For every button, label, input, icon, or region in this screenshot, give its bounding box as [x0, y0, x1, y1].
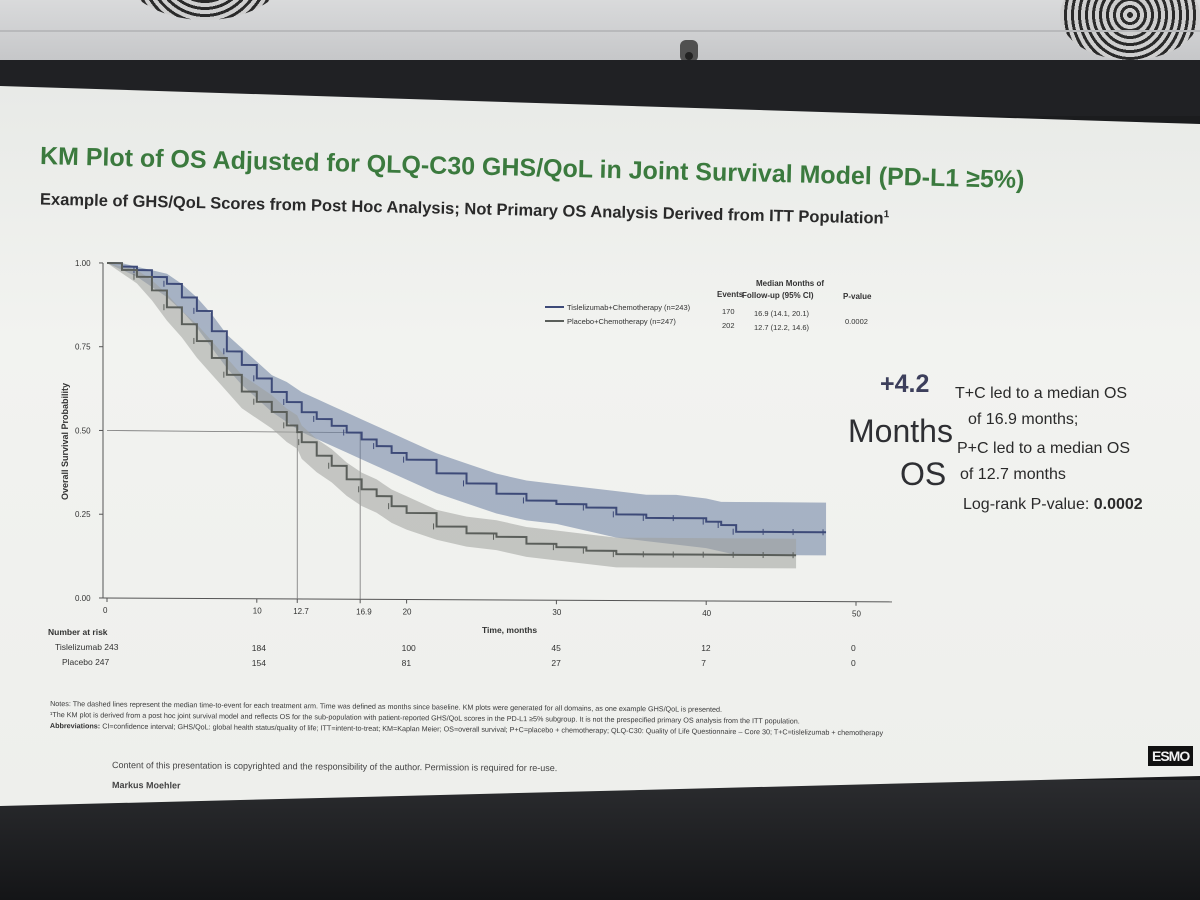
- legend-median-tislelizumab: 16.9 (14.1, 20.1): [754, 309, 810, 318]
- y-tick-label: 1.00: [75, 259, 91, 268]
- legend-head-events: Events: [717, 290, 744, 299]
- x-tick-label: 40: [702, 609, 711, 618]
- chart-legend: Median Months of Events Follow-up (95% C…: [545, 279, 872, 332]
- footer-author: Markus Moehler: [111, 780, 181, 791]
- risk-table: Number at risk Tislelizumab 243 Placebo …: [48, 383, 537, 667]
- x-tick-label: 20: [403, 607, 412, 616]
- legend-head-p: P-value: [843, 292, 872, 301]
- callout-pvalue-value: 0.0002: [1093, 496, 1143, 513]
- y-tick-label: 0.75: [75, 343, 91, 352]
- ci-band-tislelizumab: [107, 263, 827, 556]
- callout-os: OS: [900, 456, 947, 492]
- legend-pvalue: 0.0002: [845, 317, 868, 326]
- notes-abbr-label: Abbreviations:: [49, 720, 101, 731]
- y-tick-label: 0.50: [75, 426, 91, 435]
- callout-line2: of 16.9 months;: [968, 411, 1079, 428]
- callout-line3: P+C led to a median OS: [957, 440, 1130, 457]
- risk-row-label-placebo: Placebo 247: [62, 657, 110, 667]
- callout-pvalue: Log-rank P-value: 0.0002: [963, 496, 1143, 514]
- legend-label-placebo: Placebo+Chemotherapy (n=247): [567, 317, 676, 326]
- callout-line1: T+C led to a median OS: [955, 385, 1128, 402]
- callout-pvalue-label: Log-rank P-value:: [963, 496, 1094, 513]
- legend-events-tislelizumab: 170: [722, 307, 735, 316]
- risk-value-placebo: 81: [402, 658, 412, 668]
- risk-value-placebo: 27: [551, 658, 561, 668]
- esmo-logo: ESMO: [1148, 746, 1194, 766]
- ceiling-seam: [0, 30, 1200, 32]
- risk-value-placebo: 0: [851, 658, 856, 668]
- risk-value-tislelizumab: 45: [551, 643, 561, 653]
- x-axis-line: [102, 597, 893, 603]
- x-tick-label: 30: [552, 608, 561, 617]
- km-line-placebo: [106, 262, 797, 557]
- risk-value-placebo: 154: [252, 658, 266, 668]
- legend-head-median2: Follow-up (95% CI): [742, 291, 814, 300]
- km-plot-layer: 0.00 0.25 0.50 0.75 1.00 0 10 12.7 16.9 20 30 40 50 1…: [75, 259, 893, 668]
- x-tick-label: 16.9: [356, 607, 372, 616]
- risk-value-placebo: 7: [701, 658, 706, 668]
- risk-value-tislelizumab: 184: [252, 643, 266, 653]
- legend-label-tislelizumab: Tislelizumab+Chemotherapy (n=243): [567, 303, 691, 312]
- y-tick-label: 0.00: [75, 594, 91, 603]
- legend-events-placebo: 202: [722, 321, 735, 330]
- y-tick-label: 0.25: [75, 510, 91, 519]
- legend-median-placebo: 12.7 (12.2, 14.6): [754, 323, 810, 332]
- x-tick-label: 12.7: [293, 607, 309, 616]
- callout-delta: +4.2: [880, 370, 930, 398]
- risk-value-tislelizumab: 0: [851, 643, 856, 653]
- risk-row-label-tislelizumab: Tislelizumab 243: [55, 642, 119, 652]
- legend-head-median: Median Months of: [756, 279, 824, 288]
- km-line-tislelizumab: [106, 262, 827, 534]
- x-tick-label: 50: [852, 610, 861, 619]
- x-tick-label: 10: [253, 607, 262, 616]
- x-axis-title: Time, months: [482, 625, 537, 635]
- risk-value-tislelizumab: 100: [402, 643, 416, 653]
- risk-value-tislelizumab: 12: [701, 643, 711, 653]
- callout-months: Months: [848, 413, 953, 449]
- callout-line4: of 12.7 months: [960, 466, 1066, 483]
- ceiling-camera: [680, 40, 698, 62]
- y-axis-title: Overall Survival Probability: [60, 383, 70, 500]
- x-tick-label: 0: [103, 606, 108, 615]
- projected-slide: [0, 86, 1200, 806]
- risk-table-header: Number at risk: [48, 627, 108, 637]
